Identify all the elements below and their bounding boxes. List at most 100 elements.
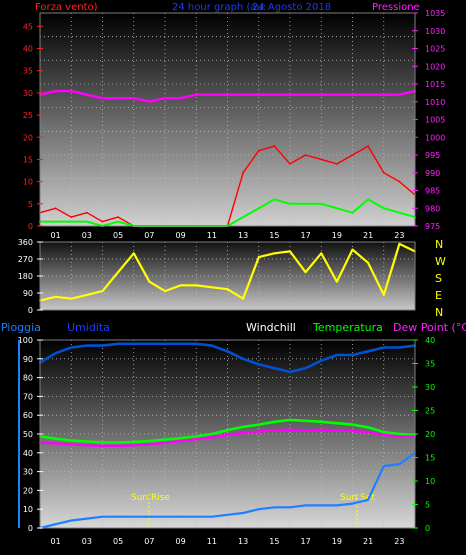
series-wind-speed-point-21 [367,145,370,148]
series-wind-gust-point-15 [273,198,276,201]
series-wind-direction-point-11 [210,286,213,289]
series-wind-gust-point-19 [335,207,338,210]
series-wind-gust-point-1 [54,220,57,223]
temp-tick-7: 35 [425,360,435,369]
x-tick-05: 05 [113,537,123,546]
series-rain-point-17 [304,504,307,507]
compass-n-top: N [435,238,443,251]
series-wind-speed-point-13 [242,171,245,174]
temp-tick-2: 10 [425,477,435,486]
direction-tick-0: 0 [28,306,33,315]
series-temperature-point-8 [164,438,166,441]
series-wind-direction-point-10 [195,284,198,287]
chart-date: 24 Agosto 2018 [252,2,331,13]
pressure-tick-4: 995 [425,151,440,160]
series-rain-point-23 [398,463,401,465]
series-humidity-point-23 [398,346,401,349]
series-wind-direction-point-4 [101,290,104,293]
wind-tick-5: 25 [23,111,33,120]
series-dewpoint-point-13 [242,432,245,434]
x-tick-11: 11 [207,231,217,240]
series-dewpoint-point-1 [54,442,57,445]
series-temperature-point-14 [257,423,260,426]
series-pressure-point-12 [226,93,229,96]
series-wind-direction-point-7 [148,280,151,283]
x-tick-05: 05 [113,231,123,240]
series-rain-point-1 [54,523,57,526]
compass-labels: N W S E N [435,238,446,319]
compass-e: E [435,289,442,302]
series-pressure-point-8 [164,97,166,100]
x-tick-01: 01 [51,231,61,240]
series-rain-point-7 [148,515,151,518]
series-pressure-point-14 [257,93,260,96]
series-humidity-point-19 [335,354,338,356]
humidity-tick-9: 90 [23,355,33,364]
series-wind-direction-point-6 [132,252,135,255]
series-wind-gust-point-23 [398,211,401,214]
series-temperature-point-22 [382,431,385,434]
series-temperature-point-10 [195,435,198,438]
series-rain-point-8 [164,515,166,518]
humidity-label: Umidita [67,321,110,334]
series-temperature-point-16 [289,419,291,421]
series-temperature-point-21 [367,426,370,429]
series-rain-point-13 [242,512,245,514]
temp-tick-4: 20 [425,430,435,439]
series-dewpoint-point-17 [304,429,307,432]
series-wind-speed-point-18 [320,158,323,161]
pressure-tick-5: 1000 [425,133,445,142]
x-tick-03: 03 [82,537,92,546]
series-wind-direction-point-14 [257,256,260,259]
x-tick-11: 11 [207,537,217,546]
x-tick-07: 07 [144,231,154,240]
series-dewpoint-point-2 [70,443,73,446]
series-dewpoint-point-19 [335,429,338,432]
series-wind-direction-point-18 [320,252,323,255]
pressure-tick-6: 1005 [425,116,445,125]
series-rain-point-3 [85,517,88,520]
series-dewpoint-point-21 [367,431,370,434]
series-wind-gust-point-14 [257,207,260,210]
temp-tick-0: 0 [425,524,430,533]
compass-w: W [435,255,446,268]
humidity-tick-3: 30 [23,468,33,477]
x-tick-09: 09 [176,537,186,546]
series-rain-point-21 [367,498,370,501]
temp-tick-6: 30 [425,383,435,392]
series-pressure-point-13 [242,93,245,96]
series-humidity-point-16 [289,371,291,373]
series-rain-point-4 [101,515,104,518]
series-wind-gust-point-5 [117,220,120,223]
series-rain-point-12 [226,513,229,516]
series-dewpoint-point-12 [226,434,229,436]
series-wind-direction-point-22 [382,293,385,296]
series-humidity-point-21 [367,350,370,353]
wind-tick-3: 15 [23,155,33,164]
series-pressure-point-6 [132,97,135,100]
series-rain-point-10 [195,515,198,518]
pressure-tick-0: 975 [425,222,440,231]
series-humidity-point-11 [210,344,213,347]
series-wind-gust-point-3 [85,220,88,223]
series-temperature-point-12 [226,429,229,432]
humidity-tick-4: 40 [23,449,33,458]
series-wind-direction-point-8 [164,290,166,293]
series-pressure-point-5 [117,97,120,100]
series-dewpoint-point-10 [195,438,198,441]
series-dewpoint-point-15 [273,429,276,432]
x-tick-19: 19 [332,231,342,240]
humidity-tick-7: 70 [23,392,33,401]
series-humidity-point-7 [148,342,151,345]
series-temperature-point-23 [398,433,401,435]
series-wind-direction-point-1 [54,295,57,298]
direction-tick-1: 90 [23,289,33,298]
series-humidity-point-12 [226,350,229,353]
series-pressure-point-15 [273,93,276,96]
series-wind-gust-point-20 [351,211,354,214]
series-temperature-point-7 [148,440,151,442]
series-temperature-point-5 [117,441,120,444]
x-tick-13: 13 [238,231,248,240]
wind-tick-0: 0 [28,222,33,231]
series-pressure-point-22 [382,93,385,96]
